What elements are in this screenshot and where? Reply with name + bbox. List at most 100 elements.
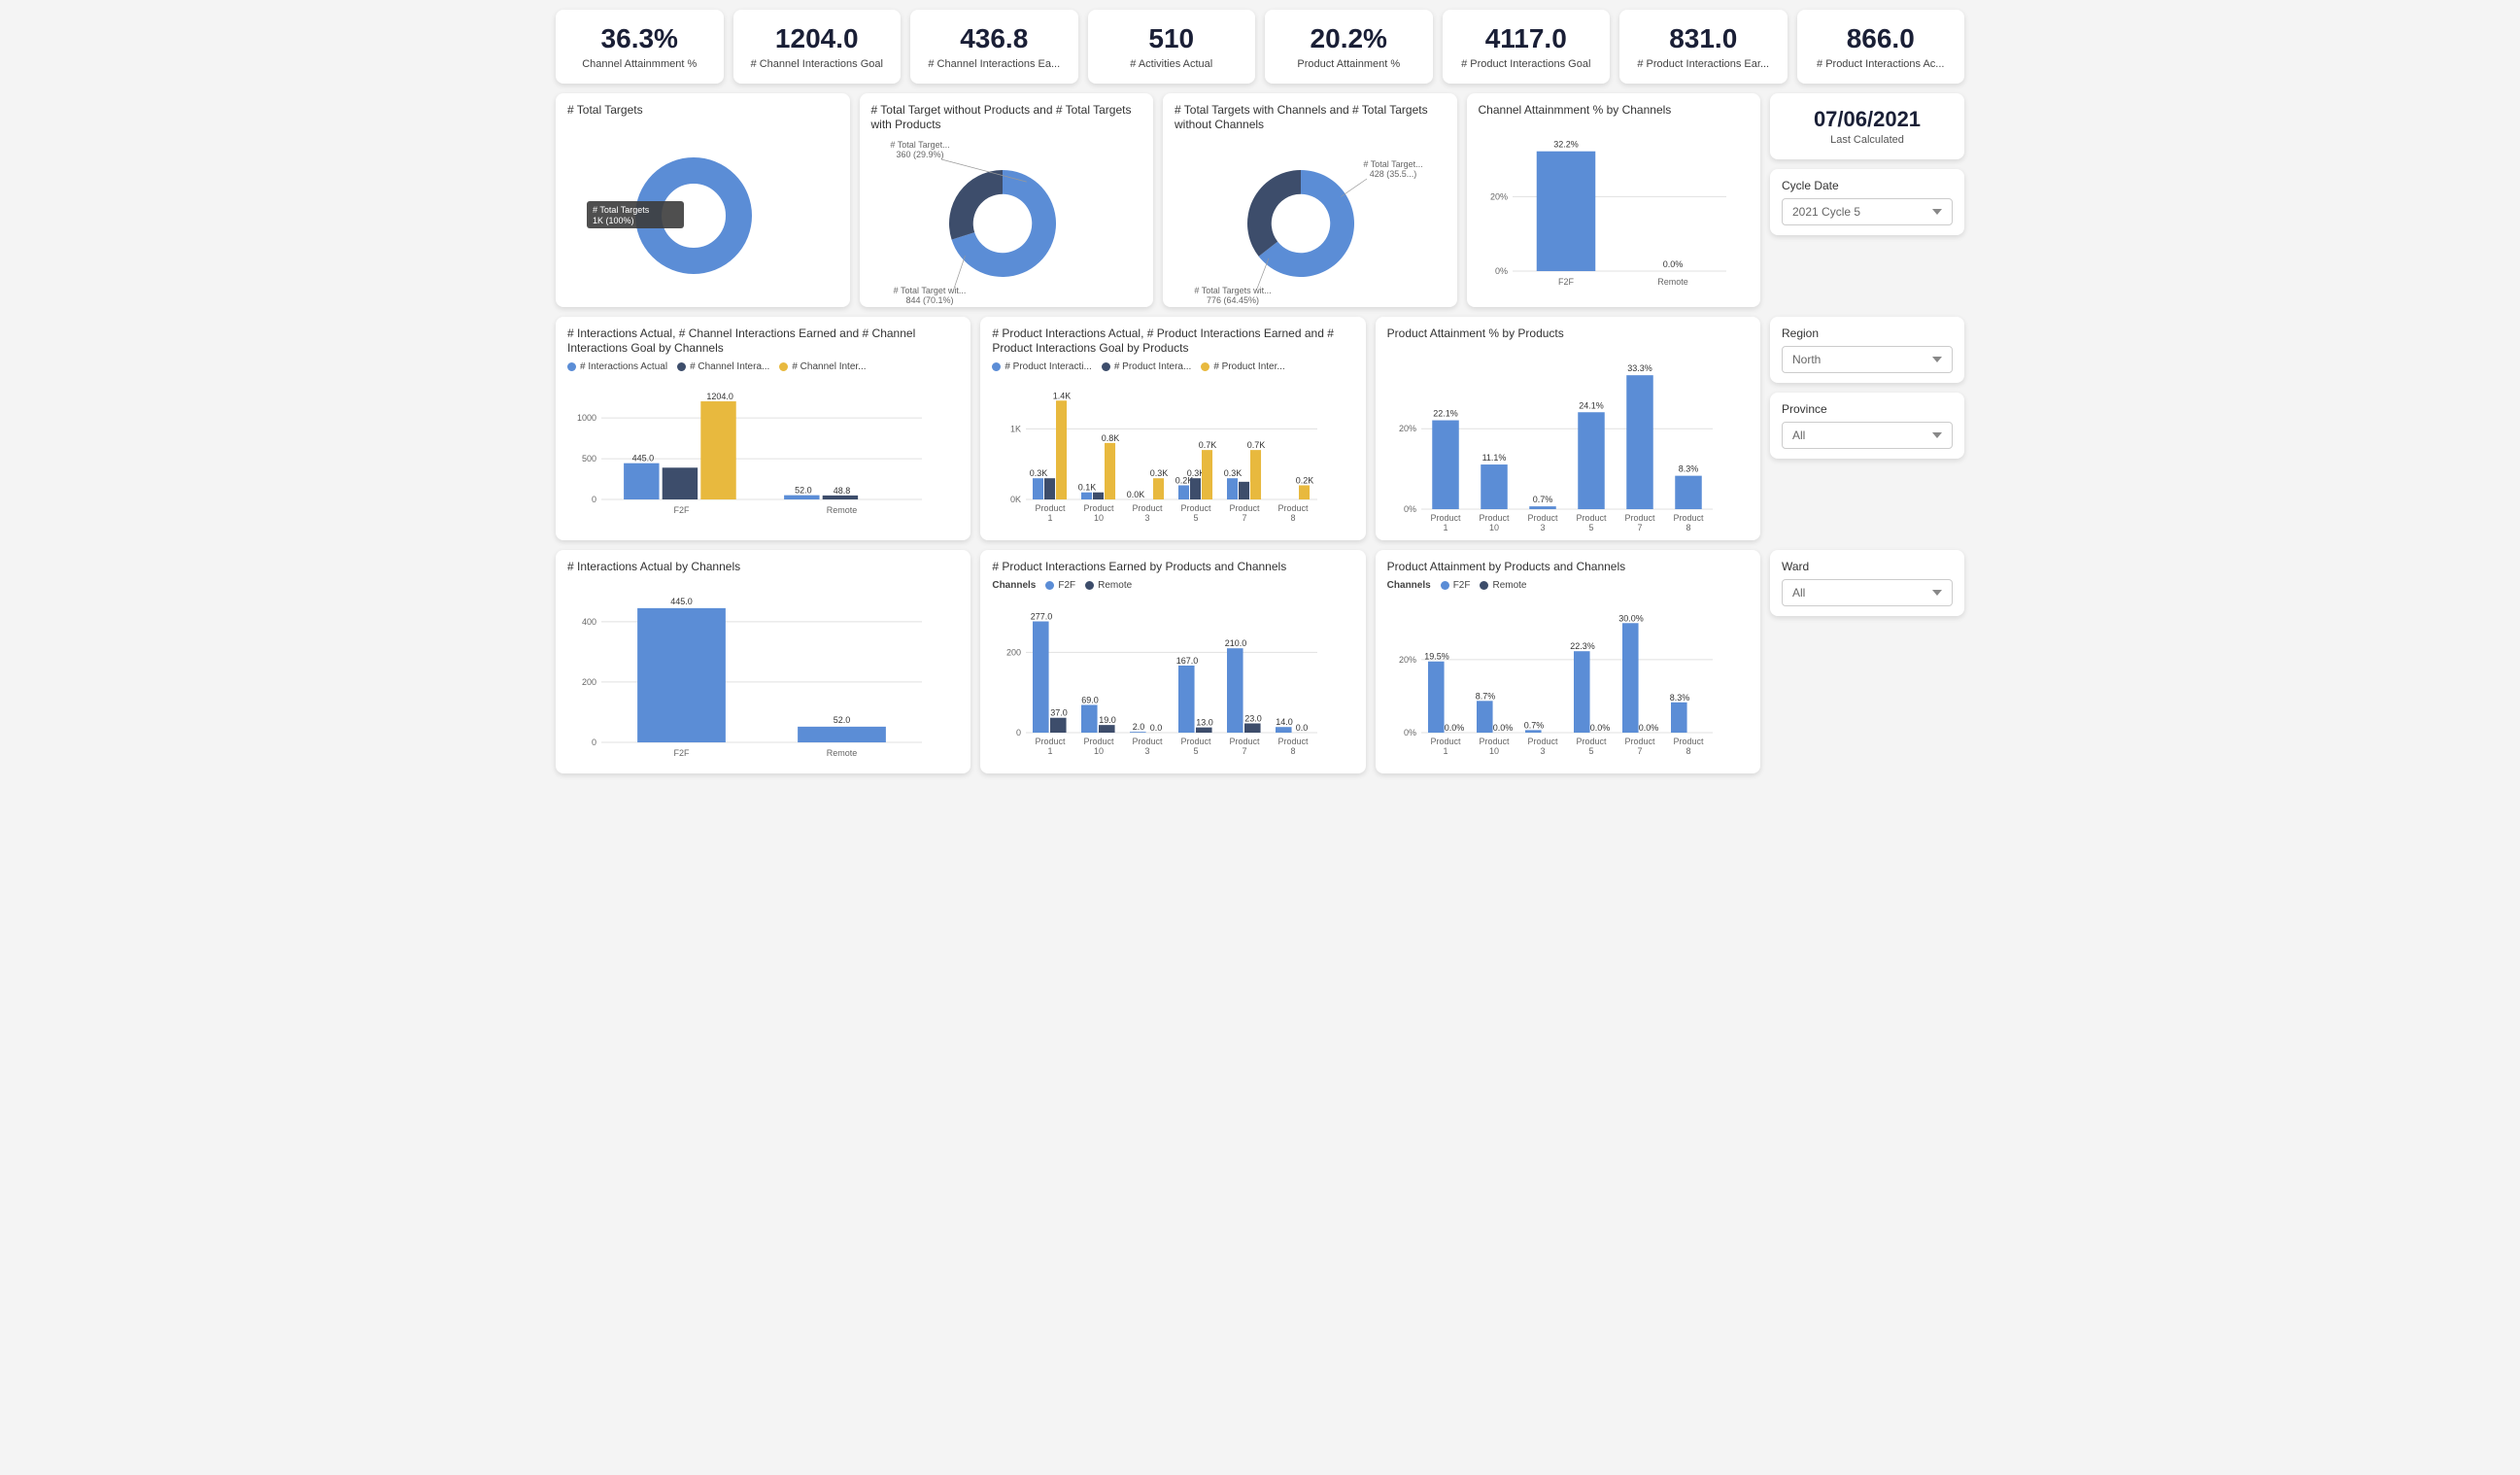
kpi-card: 20.2% Product Attainment % xyxy=(1265,10,1433,84)
svg-text:0.0: 0.0 xyxy=(1150,723,1163,733)
svg-text:1K (100%): 1K (100%) xyxy=(593,216,634,225)
chart-title: Channel Attainmment % by Channels xyxy=(1479,103,1750,118)
last-calculated-card: 07/06/2021 Last Calculated xyxy=(1770,93,1964,159)
svg-text:0.7%: 0.7% xyxy=(1532,495,1552,504)
svg-text:10: 10 xyxy=(1489,523,1499,532)
svg-text:7: 7 xyxy=(1637,523,1642,532)
kpi-label: Product Attainment % xyxy=(1271,58,1427,70)
kpi-card: 831.0 # Product Interactions Ear... xyxy=(1619,10,1788,84)
svg-text:1204.0: 1204.0 xyxy=(706,392,733,401)
svg-text:1: 1 xyxy=(1048,746,1053,756)
svg-text:Product: Product xyxy=(1230,737,1261,746)
svg-text:# Total Target...: # Total Target... xyxy=(1363,159,1422,169)
svg-text:0.8K: 0.8K xyxy=(1102,433,1120,443)
svg-text:0: 0 xyxy=(1016,728,1021,738)
svg-text:3: 3 xyxy=(1540,523,1545,532)
svg-text:11.1%: 11.1% xyxy=(1481,453,1506,463)
svg-text:5: 5 xyxy=(1194,746,1199,756)
svg-text:8: 8 xyxy=(1291,746,1296,756)
svg-text:8.3%: 8.3% xyxy=(1678,464,1698,474)
kpi-card: 1204.0 # Channel Interactions Goal xyxy=(733,10,902,84)
svg-text:3: 3 xyxy=(1145,746,1150,756)
cycle-date-select[interactable]: 2021 Cycle 5 xyxy=(1782,198,1953,225)
svg-text:10: 10 xyxy=(1094,746,1104,756)
svg-text:445.0: 445.0 xyxy=(632,454,655,463)
chevron-down-icon xyxy=(1932,432,1942,438)
bar-product-interactions: # Product Interactions Actual, # Product… xyxy=(980,317,1365,540)
svg-text:Product: Product xyxy=(1430,513,1461,523)
kpi-card: 866.0 # Product Interactions Ac... xyxy=(1797,10,1965,84)
svg-text:8.7%: 8.7% xyxy=(1475,691,1495,701)
svg-text:69.0: 69.0 xyxy=(1082,695,1100,704)
svg-text:0.0%: 0.0% xyxy=(1638,723,1658,733)
svg-text:Product: Product xyxy=(1576,513,1607,523)
filter-region: Region North xyxy=(1770,317,1964,383)
svg-text:19.0: 19.0 xyxy=(1100,715,1117,725)
svg-text:52.0: 52.0 xyxy=(795,486,812,496)
svg-text:5: 5 xyxy=(1588,746,1593,756)
svg-text:1: 1 xyxy=(1443,746,1447,756)
svg-text:22.3%: 22.3% xyxy=(1570,641,1595,651)
svg-text:0.7%: 0.7% xyxy=(1523,720,1544,730)
chart-title: # Total Targets with Channels and # Tota… xyxy=(1175,103,1446,132)
svg-text:200: 200 xyxy=(1006,647,1021,657)
svg-text:0.3K: 0.3K xyxy=(1030,468,1048,478)
svg-text:8: 8 xyxy=(1686,746,1690,756)
filter-label: Ward xyxy=(1782,560,1953,573)
svg-text:24.1%: 24.1% xyxy=(1579,400,1604,410)
svg-text:7: 7 xyxy=(1243,513,1247,523)
kpi-value: 866.0 xyxy=(1803,23,1959,54)
svg-text:8: 8 xyxy=(1291,513,1296,523)
last-calc-date: 07/06/2021 xyxy=(1778,107,1957,132)
svg-text:0.7K: 0.7K xyxy=(1247,440,1266,450)
chart-title: Product Attainment % by Products xyxy=(1387,326,1749,341)
svg-text:0%: 0% xyxy=(1404,728,1416,738)
svg-text:13.0: 13.0 xyxy=(1197,718,1214,728)
svg-text:8.3%: 8.3% xyxy=(1669,693,1689,703)
svg-text:210.0: 210.0 xyxy=(1225,638,1247,648)
kpi-label: # Channel Interactions Goal xyxy=(739,58,896,70)
svg-text:# Total Targets: # Total Targets xyxy=(593,205,650,215)
kpi-value: 831.0 xyxy=(1625,23,1782,54)
svg-text:Product: Product xyxy=(1527,513,1558,523)
svg-text:Product: Product xyxy=(1084,503,1115,513)
svg-text:0: 0 xyxy=(592,495,596,504)
ward-select[interactable]: All xyxy=(1782,579,1953,606)
svg-text:1: 1 xyxy=(1048,513,1053,523)
bar-product-attainment-pct: Product Attainment % by Products 0%20%22… xyxy=(1376,317,1760,540)
svg-text:F2F: F2F xyxy=(1557,277,1574,287)
svg-text:10: 10 xyxy=(1489,746,1499,756)
svg-text:Product: Product xyxy=(1673,513,1704,523)
svg-text:23.0: 23.0 xyxy=(1245,713,1263,723)
chart-title: # Interactions Actual, # Channel Interac… xyxy=(567,326,959,356)
kpi-value: 436.8 xyxy=(916,23,1073,54)
svg-text:20%: 20% xyxy=(1399,655,1416,665)
kpi-card: 36.3% Channel Attainmment % xyxy=(556,10,724,84)
svg-text:10: 10 xyxy=(1094,513,1104,523)
province-select[interactable]: All xyxy=(1782,422,1953,449)
svg-text:22.1%: 22.1% xyxy=(1433,409,1458,419)
bar-product-attainment-by-channel: Product Attainment by Products and Chann… xyxy=(1376,550,1760,773)
svg-text:2.0: 2.0 xyxy=(1133,722,1145,732)
svg-text:3: 3 xyxy=(1540,746,1545,756)
svg-text:Product: Product xyxy=(1278,503,1310,513)
svg-text:Product: Product xyxy=(1624,513,1655,523)
filter-cycle-date: Cycle Date 2021 Cycle 5 xyxy=(1770,169,1964,235)
region-select[interactable]: North xyxy=(1782,346,1953,373)
svg-text:0.3K: 0.3K xyxy=(1150,468,1169,478)
donut-total-targets: # Total Targets # Total Targets1K (100%) xyxy=(556,93,850,307)
kpi-value: 20.2% xyxy=(1271,23,1427,54)
svg-text:844 (70.1%): 844 (70.1%) xyxy=(905,295,953,305)
filter-label: Province xyxy=(1782,402,1953,416)
kpi-value: 4117.0 xyxy=(1448,23,1605,54)
svg-text:Remote: Remote xyxy=(827,505,858,515)
bar-channel-attainment: Channel Attainmment % by Channels 0%20%3… xyxy=(1467,93,1761,307)
bar-interactions-by-channel: # Interactions Actual, # Channel Interac… xyxy=(556,317,971,540)
svg-text:# Total Target wit...: # Total Target wit... xyxy=(893,286,966,295)
last-calc-label: Last Calculated xyxy=(1778,134,1957,146)
filter-province: Province All xyxy=(1770,393,1964,459)
filter-ward: Ward All xyxy=(1770,550,1964,616)
svg-text:Product: Product xyxy=(1479,737,1510,746)
svg-text:20%: 20% xyxy=(1399,424,1416,433)
svg-text:500: 500 xyxy=(582,454,596,463)
